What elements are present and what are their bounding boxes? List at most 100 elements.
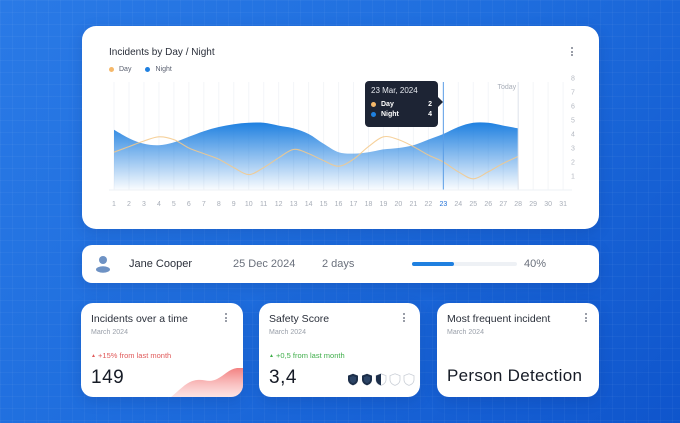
chart-title: Incidents by Day / Night [109,47,215,58]
day-line [113,135,519,180]
tooltip-label: Day [381,101,394,108]
card-value: 149 [91,367,125,388]
svg-text:20: 20 [395,201,403,208]
svg-text:10: 10 [245,201,253,208]
user-name: Jane Cooper [129,258,192,270]
shield-filled-icon [347,373,359,391]
progress-fill [412,262,454,266]
arrow-up-icon: ▲ [269,353,274,359]
svg-text:29: 29 [529,201,537,208]
svg-text:7: 7 [571,90,575,97]
legend-item-day[interactable]: Day [109,66,131,73]
svg-text:4: 4 [157,201,161,208]
progress-percent: 40% [524,258,547,270]
tooltip-label: Night [381,111,399,118]
card-delta: ▲ +15% from last month [91,351,171,360]
svg-text:2: 2 [571,160,575,167]
svg-text:8: 8 [571,76,575,83]
incidents-over-time-card: Incidents over a time March 2024 ▲ +15% … [81,303,243,397]
delta-text: +0,5 from last month [276,351,345,360]
user-duration: 2 days [322,258,355,270]
card-subtitle: March 2024 [447,329,484,336]
tooltip-row-night: Night 4 [371,111,432,118]
svg-text:17: 17 [350,201,358,208]
safety-score-card: Safety Score March 2024 ▲ +0,5 from last… [259,303,420,397]
x-axis-ticks: 1 2 3 4 5 6 7 8 9 10 11 12 13 14 15 16 17 18 19 20 21 22 23 24 2… [112,201,567,208]
user-icon [96,256,110,273]
svg-text:2: 2 [127,201,131,208]
svg-text:6: 6 [187,201,191,208]
card-title: Safety Score [269,313,330,325]
today-label: Today [498,84,517,91]
svg-text:19: 19 [380,201,388,208]
svg-text:23: 23 [439,201,447,208]
night-area [114,122,519,190]
most-frequent-incident-card: Most frequent incident March 2024 Person… [437,303,599,397]
kebab-vertical-icon [571,47,573,49]
y-axis-ticks: 1 2 3 4 5 6 7 8 [571,76,575,181]
user-date: 25 Dec 2024 [233,258,296,270]
card-title: Most frequent incident [447,313,551,325]
sparkline-chart [171,368,243,397]
progress-bar [412,262,517,266]
card-delta: ▲ +0,5 from last month [269,351,345,360]
kebab-vertical-icon [585,313,587,315]
legend-label: Day [119,66,132,73]
svg-text:31: 31 [559,201,567,208]
svg-text:9: 9 [232,201,236,208]
chart-menu-button[interactable] [568,47,576,56]
svg-text:22: 22 [424,201,432,208]
svg-text:30: 30 [544,201,552,208]
shield-empty-icon [403,373,415,391]
arrow-up-icon: ▲ [91,353,96,359]
svg-text:26: 26 [484,201,492,208]
card-menu-button[interactable] [582,313,590,322]
svg-text:8: 8 [217,201,221,208]
svg-text:6: 6 [571,104,575,111]
svg-text:14: 14 [305,201,313,208]
card-menu-button[interactable] [400,313,408,322]
day-dot-icon [109,67,114,72]
card-menu-button[interactable] [222,313,230,322]
svg-text:1: 1 [571,174,575,181]
svg-text:25: 25 [469,201,477,208]
card-title: Incidents over a time [91,313,188,325]
svg-text:27: 27 [499,201,507,208]
safety-shield-rating [347,373,415,391]
chart-plot[interactable]: Today 1 2 3 4 5 6 7 8 9 10 11 12 13 14 15 16 17 18 19 20 21 2… [82,26,599,229]
tooltip-row-day: Day 2 [371,101,432,108]
tooltip-value: 2 [428,101,432,108]
night-dot-icon [371,112,376,117]
delta-text: +15% from last month [98,351,172,360]
user-row-card[interactable]: Jane Cooper 25 Dec 2024 2 days 40% [82,245,599,283]
svg-text:18: 18 [365,201,373,208]
night-dot-icon [145,67,151,72]
legend-item-night[interactable]: Night [145,66,172,73]
svg-text:24: 24 [454,201,462,208]
svg-text:5: 5 [172,201,176,208]
card-subtitle: March 2024 [91,329,128,336]
shield-filled-icon [361,373,373,391]
legend-label: Night [155,66,172,73]
card-value: 3,4 [269,367,297,388]
chart-legend: Day Night [109,66,172,73]
incidents-chart-card: Incidents by Day / Night Day Night Today… [82,26,599,229]
svg-text:3: 3 [142,201,146,208]
svg-text:13: 13 [290,201,298,208]
svg-text:16: 16 [335,201,343,208]
svg-text:4: 4 [571,132,575,139]
svg-text:5: 5 [571,118,575,125]
kebab-vertical-icon [403,313,405,315]
day-dot-icon [371,102,376,107]
chart-tooltip: 23 Mar, 2024 Day 2 Night 4 [365,81,443,127]
svg-text:15: 15 [320,201,328,208]
shield-half-icon [375,373,387,391]
svg-text:1: 1 [112,201,116,208]
shield-empty-icon [389,373,401,391]
svg-text:11: 11 [260,201,267,208]
svg-text:3: 3 [571,146,575,153]
card-subtitle: March 2024 [269,329,306,336]
tooltip-date: 23 Mar, 2024 [371,86,418,95]
kebab-vertical-icon [225,313,227,315]
tooltip-value: 4 [428,111,432,118]
